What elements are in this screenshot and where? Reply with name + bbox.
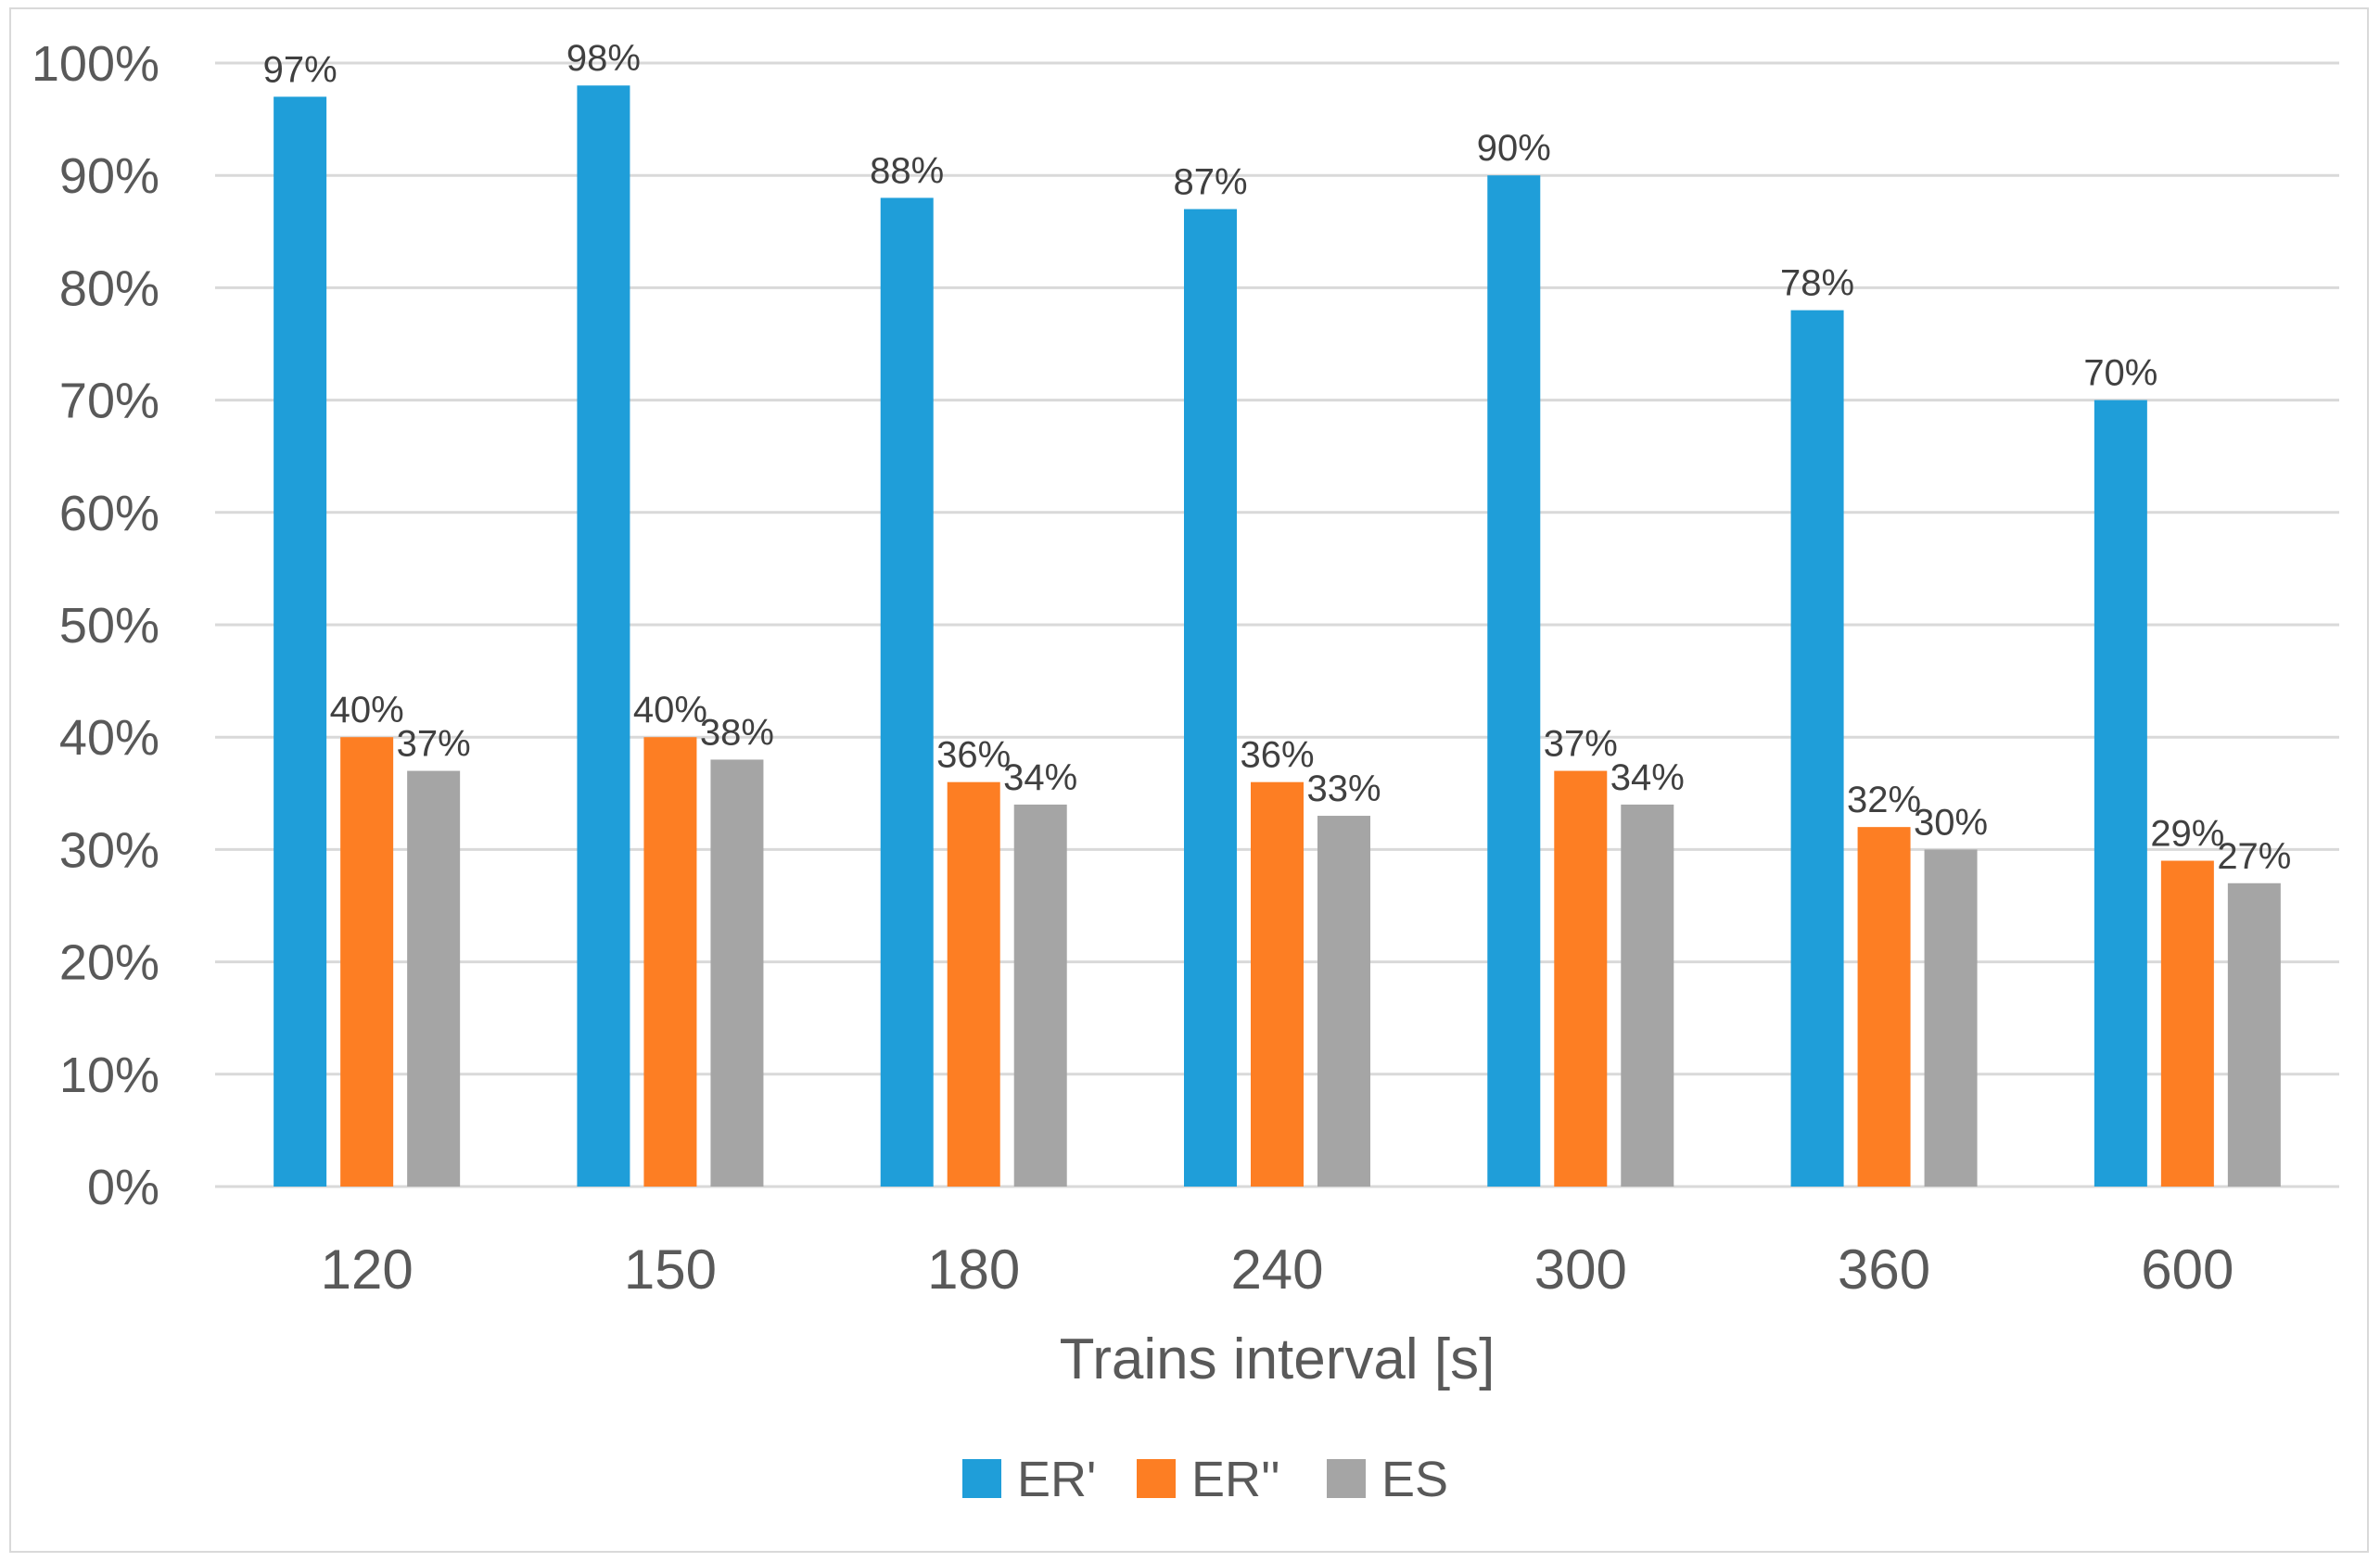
data-label: 27%	[2217, 836, 2291, 877]
data-label: 37%	[1544, 724, 1618, 765]
y-tick-label: 90%	[59, 148, 159, 204]
bar-es-300	[1621, 804, 1674, 1187]
y-tick-label: 100%	[32, 36, 159, 92]
bar-es-120	[407, 770, 461, 1187]
legend-label: ER''	[1191, 1452, 1280, 1507]
data-label: 36%	[936, 735, 1011, 776]
bar-erpp-120	[340, 737, 394, 1187]
legend-label: ER'	[1017, 1452, 1096, 1507]
bar-erp-150	[577, 85, 630, 1187]
data-label: 33%	[1306, 768, 1381, 809]
bar-es-180	[1013, 804, 1067, 1187]
x-tick-label: 360	[1838, 1238, 1930, 1301]
bar-es-360	[1924, 849, 1978, 1187]
y-tick-label: 40%	[59, 710, 159, 766]
legend-label: ES	[1381, 1452, 1448, 1507]
x-tick-label: 150	[624, 1238, 717, 1301]
legend-swatch-0	[962, 1459, 1001, 1498]
bar-es-150	[710, 759, 764, 1187]
data-label: 32%	[1847, 780, 1921, 820]
bar-erp-180	[880, 197, 934, 1187]
bar-es-240	[1317, 816, 1370, 1187]
data-label: 40%	[633, 690, 707, 730]
data-label: 87%	[1173, 162, 1247, 203]
data-label: 70%	[2083, 353, 2157, 394]
data-label: 78%	[1780, 263, 1854, 304]
data-label: 34%	[1610, 757, 1685, 798]
y-tick-label: 20%	[59, 935, 159, 991]
data-label: 36%	[1240, 735, 1314, 776]
y-tick-label: 70%	[59, 374, 159, 429]
legend-swatch-1	[1137, 1459, 1176, 1498]
x-tick-label: 180	[927, 1238, 1020, 1301]
x-tick-label: 600	[2141, 1238, 2234, 1301]
y-tick-label: 80%	[59, 260, 159, 316]
data-label: 34%	[1003, 757, 1077, 798]
bar-erp-240	[1184, 209, 1237, 1187]
data-label: 90%	[1477, 128, 1551, 169]
y-tick-label: 50%	[59, 598, 159, 654]
x-axis-title: Trains interval [s]	[1060, 1327, 1495, 1391]
data-label: 30%	[1914, 802, 1988, 843]
y-tick-label: 60%	[59, 486, 159, 541]
bar-erp-600	[2094, 400, 2147, 1187]
bar-erpp-150	[643, 737, 697, 1187]
y-tick-label: 0%	[87, 1160, 159, 1215]
data-label: 97%	[263, 49, 337, 90]
data-label: 29%	[2150, 814, 2224, 855]
x-tick-label: 240	[1230, 1238, 1323, 1301]
y-tick-label: 30%	[59, 822, 159, 878]
bar-erp-360	[1790, 310, 1844, 1187]
bar-erpp-360	[1857, 827, 1911, 1187]
data-label: 38%	[700, 712, 774, 753]
bar-erpp-600	[2160, 860, 2214, 1187]
bar-erp-120	[274, 96, 327, 1187]
legend-swatch-2	[1327, 1459, 1366, 1498]
data-label: 98%	[566, 38, 641, 79]
data-label: 88%	[870, 150, 944, 191]
bar-erpp-300	[1554, 770, 1608, 1187]
bar-es-600	[2227, 883, 2281, 1187]
y-tick-label: 10%	[59, 1048, 159, 1103]
bar-erpp-240	[1251, 781, 1304, 1187]
bar-erp-300	[1487, 175, 1541, 1187]
x-tick-label: 120	[321, 1238, 414, 1301]
data-label: 40%	[330, 690, 404, 730]
bar-erpp-180	[947, 781, 1000, 1187]
data-label: 37%	[397, 724, 471, 765]
x-tick-label: 300	[1534, 1238, 1627, 1301]
